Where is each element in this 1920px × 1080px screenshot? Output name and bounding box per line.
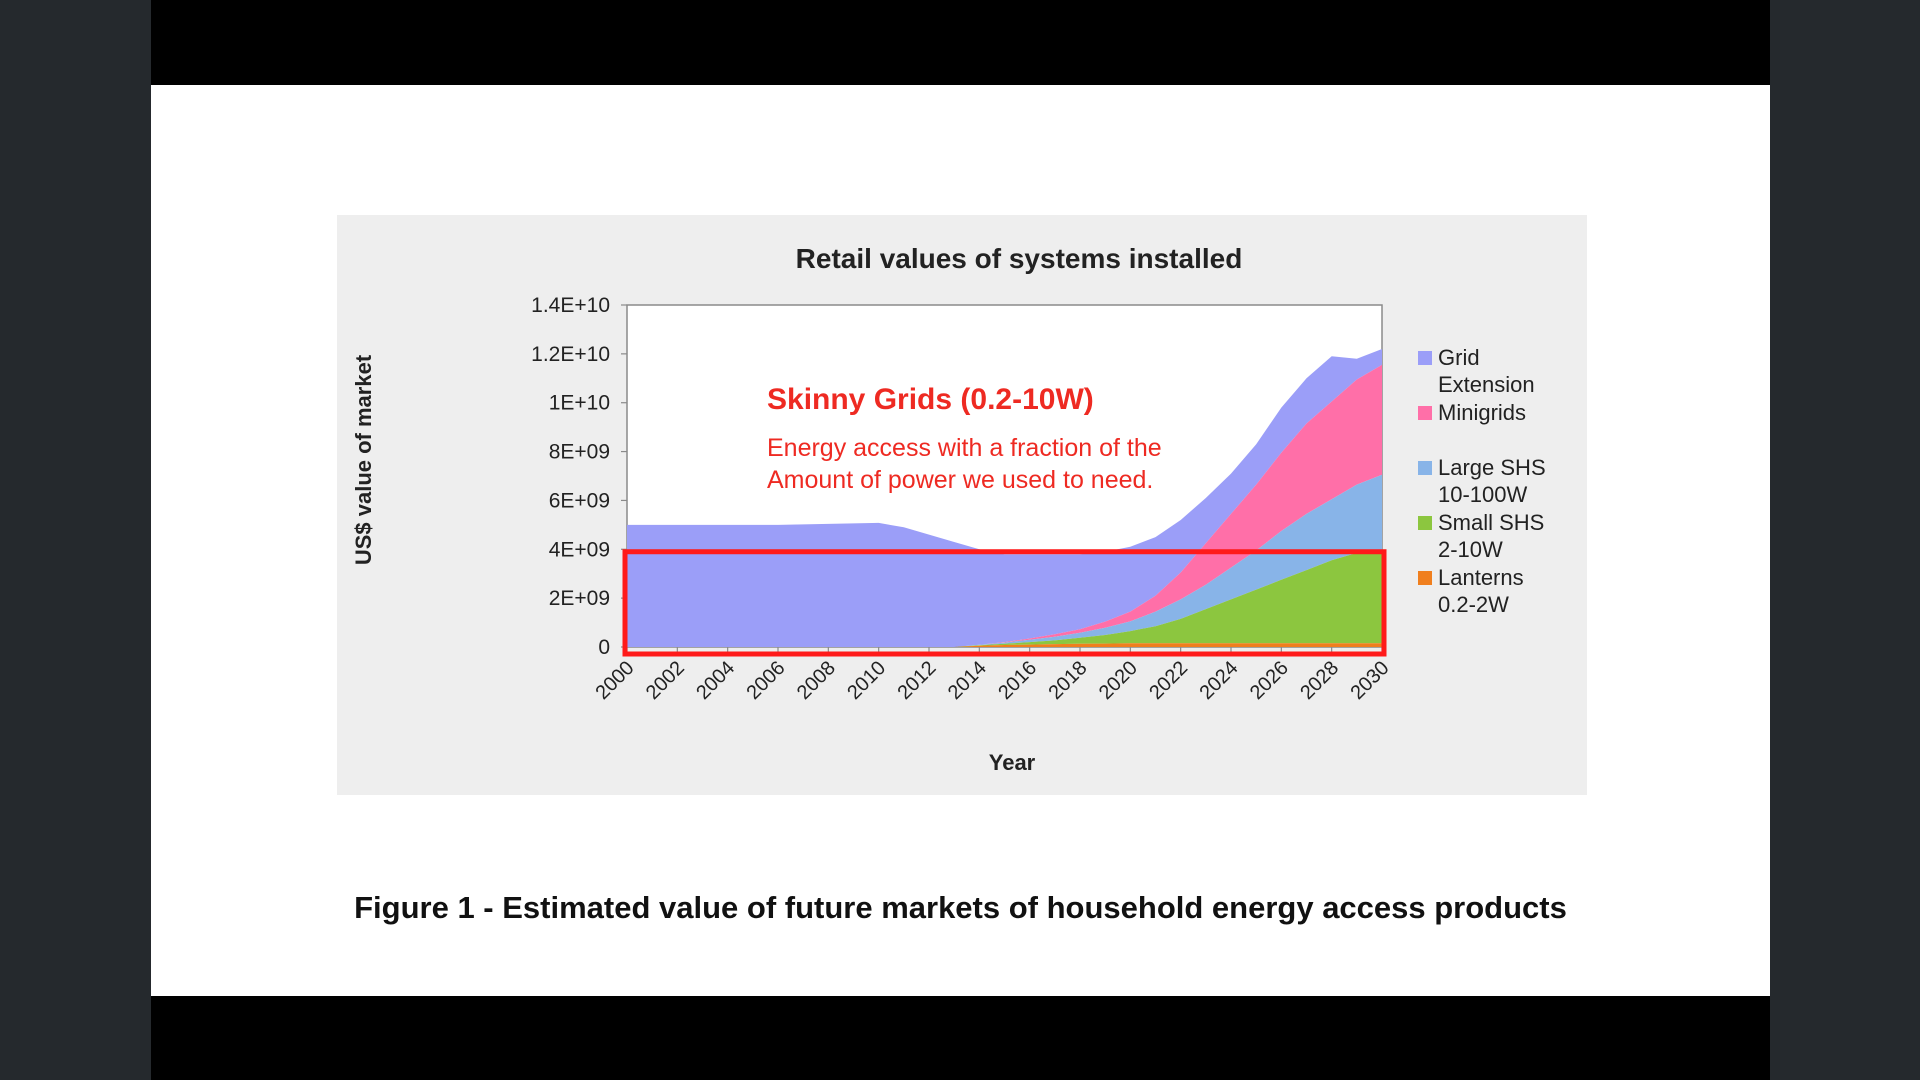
area-small-shs <box>627 550 1382 647</box>
legend-label-minigrids: Minigrids <box>1438 400 1526 425</box>
annotation-title: Skinny Grids (0.2-10W) <box>767 383 1094 416</box>
chart: 0 2E+09 4E+09 6E+09 8E+09 1E+10 1.2E+10 1.4E+10… <box>337 215 1587 795</box>
y-tick-label: 4E+09 <box>549 538 610 561</box>
legend-label-small-shs: Small SHS 2-10W <box>1438 510 1544 562</box>
area-lanterns <box>627 643 1382 647</box>
annotation-line-1: Energy access with a fraction of the <box>767 434 1162 462</box>
legend-label-grid: Grid Extension <box>1438 345 1535 397</box>
x-axis-label: Year <box>989 750 1036 775</box>
figure-caption: Figure 1 - Estimated value of future mar… <box>354 890 1567 925</box>
y-tick-label: 1.2E+10 <box>531 343 610 366</box>
highlight-box <box>622 549 1387 657</box>
legend-swatch-large-shs <box>1418 461 1432 475</box>
slide: 0 2E+09 4E+09 6E+09 8E+09 1E+10 1.2E+10 1.4E+10… <box>151 85 1770 996</box>
y-tick-label: 1E+10 <box>549 392 610 415</box>
y-tick-label: 0 <box>598 636 610 659</box>
annotation-line-2: Amount of power we used to need. <box>767 466 1153 494</box>
y-axis-label: US$ value of market <box>351 354 376 565</box>
legend-swatch-minigrids <box>1418 406 1432 420</box>
area-large-shs <box>627 474 1382 647</box>
legend-swatch-grid <box>1418 351 1432 365</box>
legend-swatch-small-shs <box>1418 516 1432 530</box>
legend-label-large-shs: Large SHS 10-100W <box>1438 455 1546 507</box>
legend-swatch-lanterns <box>1418 571 1432 585</box>
legend-label-lanterns: Lanterns 0.2-2W <box>1438 565 1524 617</box>
y-tick-label: 2E+09 <box>549 587 610 610</box>
y-tick-label: 8E+09 <box>549 441 610 464</box>
area-grid <box>627 349 1382 647</box>
y-tick-label: 1.4E+10 <box>531 294 610 317</box>
area-minigrids <box>627 364 1382 647</box>
y-tick-label: 6E+09 <box>549 489 610 512</box>
chart-title: Retail values of systems installed <box>796 243 1243 274</box>
